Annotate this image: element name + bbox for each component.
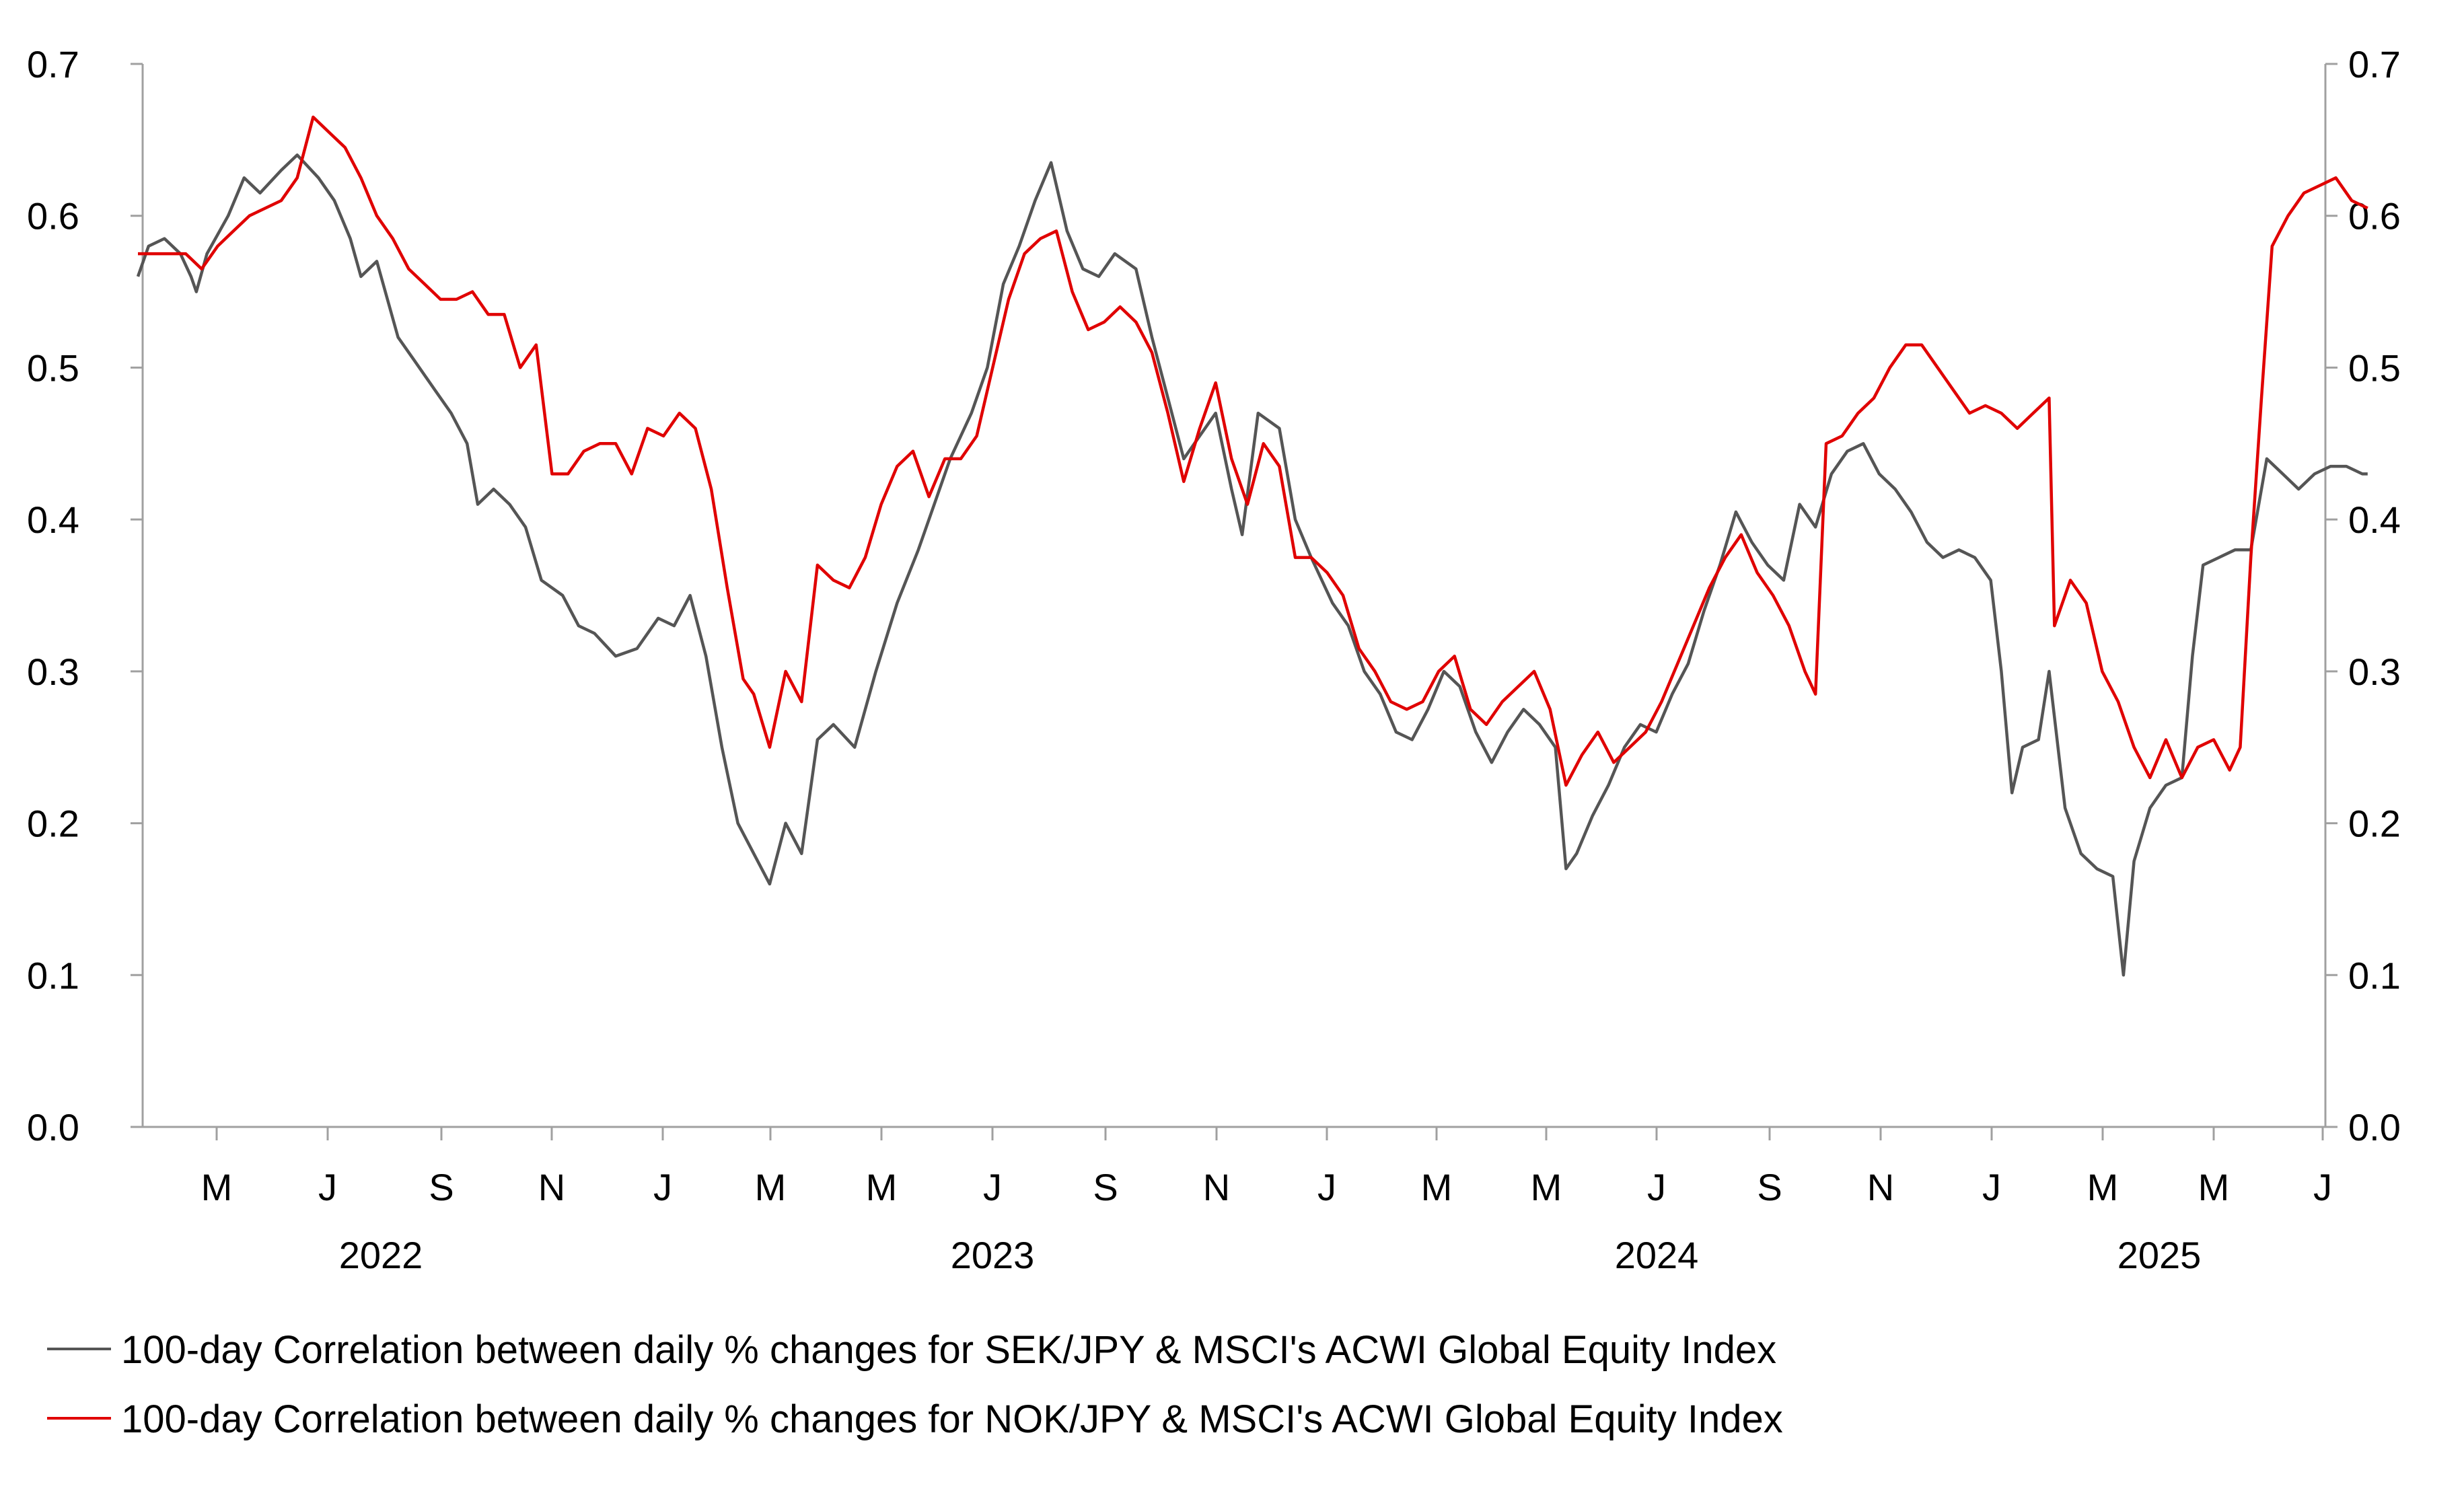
series-line-sek: [136, 153, 2368, 977]
y-tick-label-left: 0.1: [27, 954, 79, 996]
y-tick-label-left: 0.0: [27, 1106, 79, 1148]
x-tick-label: J: [653, 1166, 672, 1208]
y-axis-ticks: 0.0 0.0 0.1 0.1 0.2 0.2 0.3 0.3 0.4 0.4 0.5 0.5 0.6 0…: [27, 43, 2401, 1148]
x-tick-label: J: [1647, 1166, 1666, 1208]
x-year-label: 2022: [339, 1234, 423, 1276]
x-tick-label: J: [318, 1166, 337, 1208]
x-tick-label: J: [1982, 1166, 2001, 1208]
x-tick-label: N: [1867, 1166, 1894, 1208]
series-line-nok: [138, 115, 2368, 787]
x-tick-label: N: [538, 1166, 565, 1208]
x-tick-label: M: [2087, 1166, 2119, 1208]
y-tick-label-left: 0.2: [27, 803, 79, 845]
x-tick-label: M: [755, 1166, 787, 1208]
x-tick-label: S: [429, 1166, 454, 1208]
x-tick-label: M: [1421, 1166, 1453, 1208]
x-tick-label: J: [1317, 1166, 1336, 1208]
y-tick-label-right: 0.2: [2348, 803, 2401, 845]
legend: 100-day Correlation between daily % chan…: [47, 1328, 1783, 1441]
y-tick-label-right: 0.7: [2348, 43, 2401, 85]
x-tick-label: M: [2198, 1166, 2230, 1208]
y-tick-label-left: 0.5: [27, 346, 79, 389]
x-tick-label: M: [1531, 1166, 1562, 1208]
legend-label-sek: 100-day Correlation between daily % chan…: [121, 1328, 1776, 1372]
y-tick-label-left: 0.4: [27, 499, 79, 541]
y-tick-label-right: 0.4: [2348, 499, 2401, 541]
series-lines: [136, 115, 2368, 977]
y-tick-label-right: 0.0: [2348, 1106, 2401, 1148]
x-tick-label: S: [1093, 1166, 1118, 1208]
x-tick-label: J: [2313, 1166, 2332, 1208]
x-tick-label: J: [983, 1166, 1002, 1208]
x-year-label: 2023: [951, 1234, 1035, 1276]
x-year-label: 2024: [1615, 1234, 1699, 1276]
plot-frame: [141, 64, 2327, 1128]
x-tick-label: S: [1757, 1166, 1782, 1208]
y-tick-label-right: 0.3: [2348, 651, 2401, 693]
x-tick-label: M: [201, 1166, 233, 1208]
y-tick-label-left: 0.3: [27, 651, 79, 693]
x-tick-label: N: [1203, 1166, 1230, 1208]
y-tick-label-right: 0.5: [2348, 346, 2401, 389]
x-year-label: 2025: [2117, 1234, 2202, 1276]
y-tick-label-left: 0.6: [27, 195, 79, 237]
x-tick-label: M: [866, 1166, 898, 1208]
y-tick-label-right: 0.1: [2348, 954, 2401, 996]
y-tick-label-left: 0.7: [27, 43, 79, 85]
legend-label-nok: 100-day Correlation between daily % chan…: [121, 1397, 1783, 1441]
